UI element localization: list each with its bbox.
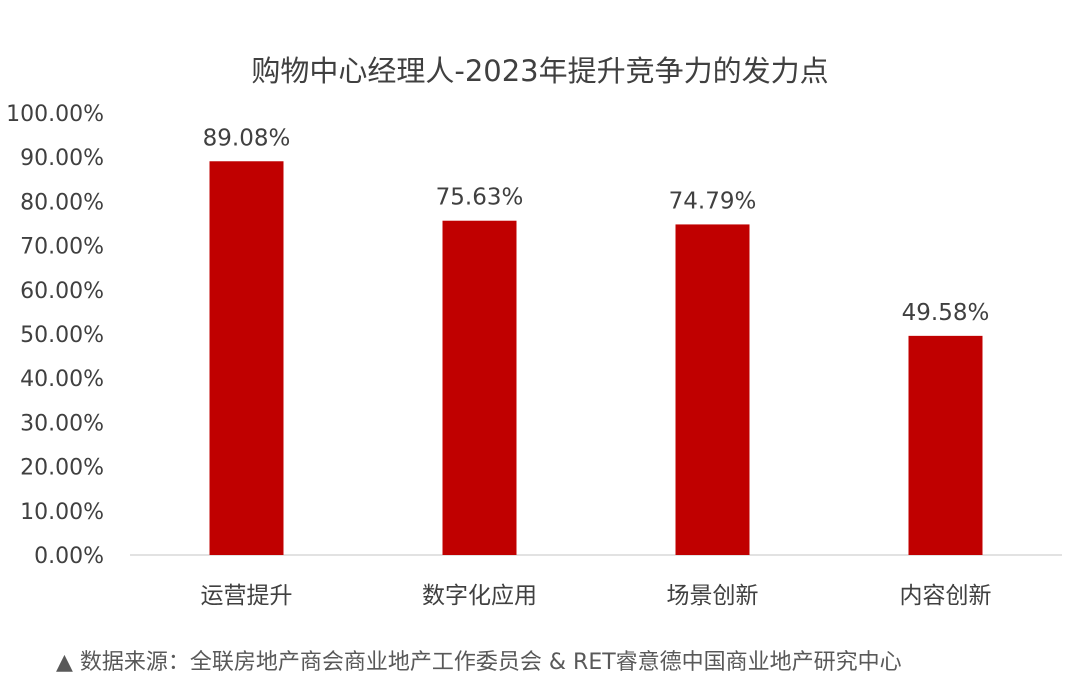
y-tick-label: 50.00% xyxy=(20,323,104,348)
category-label: 数字化应用 xyxy=(422,583,537,609)
data-label: 75.63% xyxy=(436,185,524,211)
category-label: 场景创新 xyxy=(667,583,759,609)
data-label: 89.08% xyxy=(203,125,291,151)
source-note: ▲ 数据来源：全联房地产商会商业地产工作委员会 & RET睿意德中国商业地产研究… xyxy=(56,650,902,675)
data-labels: 89.08% 75.63% 74.79% 49.58% xyxy=(203,125,990,326)
y-tick-label: 100.00% xyxy=(6,102,104,127)
y-tick-label: 80.00% xyxy=(20,190,104,215)
y-tick-label: 20.00% xyxy=(20,456,104,481)
bar xyxy=(209,161,284,555)
y-tick-label: 40.00% xyxy=(20,367,104,392)
bar xyxy=(908,335,983,555)
category-labels: 运营提升 数字化应用 场景创新 内容创新 xyxy=(201,583,992,609)
bar-chart: 0.00% 10.00% 20.00% 30.00% 40.00% 50.00% 60.00… xyxy=(6,102,1062,609)
bars xyxy=(209,161,983,555)
data-label: 49.58% xyxy=(902,300,990,326)
category-label: 内容创新 xyxy=(900,583,992,609)
data-label: 74.79% xyxy=(669,188,757,214)
y-tick-label: 70.00% xyxy=(20,235,104,260)
chart-title: 购物中心经理人-2023年提升竞争力的发力点 xyxy=(251,54,829,88)
bar xyxy=(675,224,750,555)
y-tick-label: 60.00% xyxy=(20,279,104,304)
y-tick-label: 90.00% xyxy=(20,146,104,171)
y-tick-label: 10.00% xyxy=(20,500,104,525)
bar xyxy=(442,220,517,555)
category-label: 运营提升 xyxy=(201,583,293,609)
y-tick-label: 0.00% xyxy=(34,544,104,569)
y-tick-label: 30.00% xyxy=(20,411,104,436)
y-axis-ticks: 0.00% 10.00% 20.00% 30.00% 40.00% 50.00% 60.00… xyxy=(6,102,104,569)
